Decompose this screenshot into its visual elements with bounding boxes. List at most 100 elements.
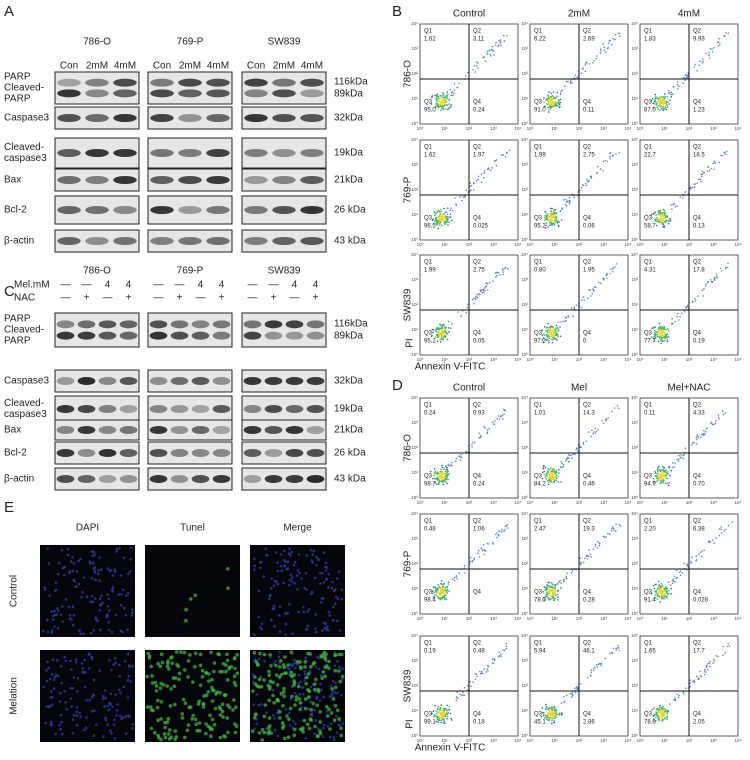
nucleus-dot	[75, 661, 78, 664]
tunel-dot	[210, 717, 215, 722]
tunel-dot	[182, 650, 187, 655]
nucleus-dot	[92, 629, 95, 632]
event-dot	[448, 473, 450, 475]
event-dot	[462, 196, 465, 198]
event-dot	[557, 330, 559, 333]
blot-band	[285, 331, 304, 340]
event-dot	[594, 427, 596, 430]
event-dot	[435, 589, 438, 592]
blot-band	[85, 89, 109, 98]
event-dot	[567, 316, 570, 318]
event-dot	[453, 576, 456, 579]
column-title: Control	[453, 383, 485, 394]
nucleus-dot	[314, 630, 318, 634]
quadrant-label: Q2	[583, 29, 592, 35]
nucleus-dot	[311, 553, 315, 557]
tunel-dot	[208, 725, 212, 730]
event-dot	[437, 210, 440, 212]
nucleus-dot	[292, 563, 296, 567]
event-dot	[434, 470, 437, 473]
event-dot	[542, 341, 545, 344]
tunel-dot	[282, 686, 286, 691]
event-dot	[673, 575, 676, 578]
axis-tick: 10²	[521, 302, 528, 307]
event-dot	[450, 327, 452, 329]
event-dot	[700, 436, 702, 439]
event-dot	[598, 281, 600, 284]
event-dot	[453, 83, 456, 85]
blot-band	[178, 149, 202, 157]
blot-band	[178, 89, 202, 98]
tunel-dot	[306, 672, 311, 676]
event-dot	[703, 287, 705, 290]
event-dot	[556, 593, 559, 596]
nucleus-dot	[131, 723, 134, 726]
nucleus-dot	[336, 577, 339, 580]
axis-tick: 10¹	[551, 738, 558, 743]
event-dot	[618, 407, 620, 410]
axis-tick: 10¹	[551, 126, 558, 131]
nucleus-dot	[80, 596, 83, 599]
nucleus-dot	[327, 628, 330, 632]
event-dot	[666, 482, 668, 485]
nucleus-dot	[73, 580, 76, 583]
event-dot	[487, 669, 489, 672]
event-dot	[601, 420, 603, 422]
tunel-dot	[179, 650, 183, 654]
event-dot	[443, 598, 446, 601]
event-dot	[555, 324, 558, 327]
event-dot	[652, 213, 655, 215]
quadrant-label: Q4	[693, 474, 702, 480]
event-dot	[550, 95, 552, 98]
treatment-mark: —	[103, 293, 113, 304]
event-dot	[495, 271, 498, 274]
nucleus-dot	[334, 681, 337, 684]
tunel-dot	[233, 730, 238, 735]
lane-label: 4mM	[301, 61, 323, 72]
event-dot	[664, 595, 667, 598]
nucleus-dot	[293, 560, 297, 564]
event-dot	[684, 74, 687, 76]
event-dot	[499, 42, 502, 44]
event-dot	[448, 107, 450, 109]
event-dot	[711, 51, 714, 53]
event-dot	[553, 330, 556, 332]
axis-tick: 10¹	[631, 96, 638, 101]
event-dot	[696, 70, 698, 72]
event-dot	[438, 98, 440, 101]
event-dot	[546, 218, 549, 220]
event-dot	[655, 592, 657, 594]
event-dot	[658, 718, 660, 721]
nucleus-dot	[340, 597, 344, 601]
blot-band	[244, 176, 268, 184]
event-dot	[498, 651, 501, 654]
event-dot	[432, 331, 435, 334]
event-dot	[702, 295, 705, 297]
event-dot	[550, 101, 553, 103]
event-dot	[565, 80, 568, 83]
nucleus-dot	[120, 593, 123, 596]
nucleus-dot	[320, 688, 323, 691]
event-dot	[551, 712, 553, 714]
event-dot	[557, 590, 559, 593]
event-dot	[551, 719, 553, 721]
tunel-dot	[222, 734, 226, 738]
tunel-dot	[298, 660, 302, 664]
event-dot	[436, 716, 439, 719]
axis-tick: 10²	[411, 561, 418, 566]
lane-label: Con	[60, 61, 78, 72]
event-dot	[717, 414, 720, 416]
nucleus-dot	[88, 699, 92, 702]
event-dot	[576, 686, 579, 688]
blot-frame	[147, 419, 233, 441]
event-dot	[555, 594, 557, 597]
event-dot	[456, 86, 458, 89]
event-dot	[677, 460, 680, 462]
event-dot	[482, 288, 485, 291]
event-dot	[498, 655, 501, 657]
event-dot	[443, 332, 445, 335]
event-dot	[668, 336, 670, 338]
event-dot	[546, 213, 548, 215]
event-dot	[584, 62, 587, 64]
event-dot	[671, 466, 674, 469]
